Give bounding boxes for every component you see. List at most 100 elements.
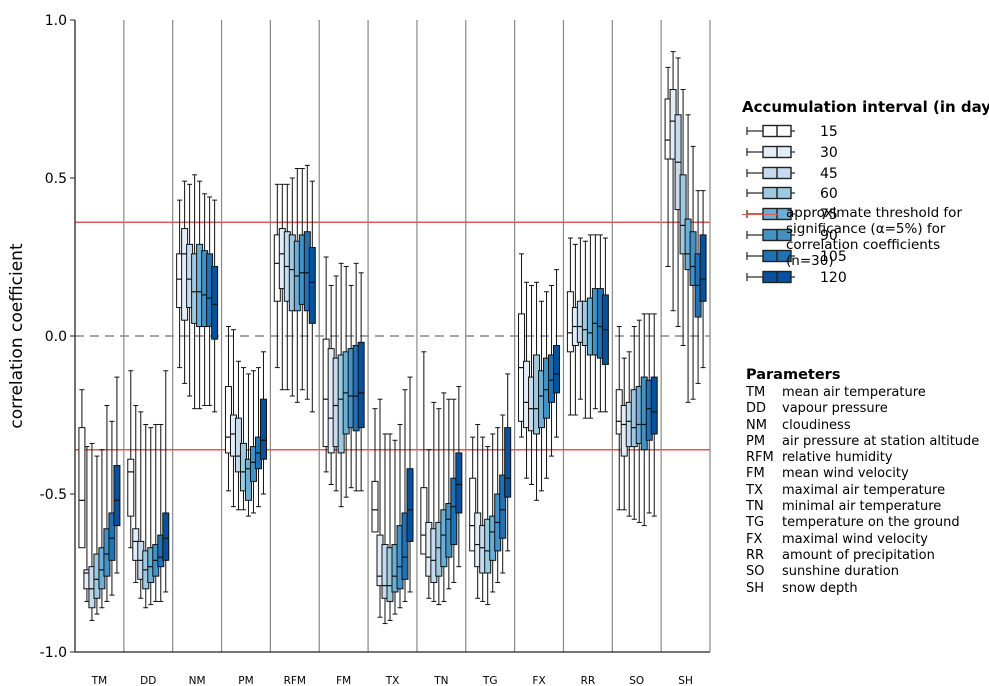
x-category-label: TG: [482, 675, 498, 686]
box-TX-120: [406, 468, 414, 542]
box-TX-15: [371, 480, 379, 533]
legend-item-label: 30: [820, 144, 838, 161]
box-TN-15: [420, 487, 428, 555]
parameter-description: temperature on the ground: [782, 515, 960, 531]
parameter-description: vapour pressure: [782, 401, 888, 417]
y-tick-label: 1.0: [45, 13, 67, 29]
parameter-code: TG: [746, 515, 765, 531]
legend-item: 105: [742, 247, 987, 268]
parameter-code: TM: [746, 385, 766, 400]
y-tick-label: 0.5: [45, 171, 67, 187]
parameter-row: TM mean air temperature: [746, 385, 989, 401]
parameter-description: sunshine duration: [782, 564, 899, 580]
parameter-description: amount of precipitation: [782, 547, 935, 563]
box-FX-120: [553, 344, 561, 394]
box-TM-105: [108, 512, 116, 561]
parameter-code: DD: [746, 401, 767, 417]
legend-title: Accumulation interval (in days): [742, 98, 989, 116]
parameter-description: mean wind velocity: [782, 466, 909, 482]
legend-item-label: 60: [820, 186, 838, 203]
parameter-row: RR amount of precipitation: [746, 548, 989, 564]
box-TX-105: [401, 512, 409, 580]
box-TN-120: [455, 452, 463, 514]
x-category-label: FM: [336, 675, 351, 686]
parameter-description: minimal air temperature: [782, 499, 942, 515]
threshold-legend-text: approximate threshold for significance (…: [786, 205, 962, 269]
parameter-description: mean air temperature: [782, 385, 926, 400]
legend-item: 30: [742, 143, 987, 164]
parameter-row: PM air pressure at station altitude: [746, 434, 989, 450]
box-NM-120: [211, 265, 219, 340]
x-category-label: SH: [678, 675, 693, 686]
legend-item: 15: [742, 122, 987, 143]
legend: Accumulation interval (in days) 15 30 45 60…: [742, 98, 989, 288]
parameter-code: PM: [746, 433, 766, 449]
parameter-code: FM: [746, 466, 765, 482]
legend-box-swatch: [746, 124, 795, 138]
box-SO-120: [650, 376, 658, 435]
x-category-label: NM: [189, 675, 206, 686]
y-tick-label: -1.0: [40, 645, 67, 661]
parameter-code: NM: [746, 417, 767, 433]
parameter-code: RR: [746, 547, 765, 563]
parameters-title: Parameters: [746, 367, 841, 383]
parameter-row: RFM relative humidity: [746, 450, 989, 466]
x-category-label: FX: [532, 675, 545, 686]
parameter-code: TX: [746, 482, 763, 498]
legend-item-label: 75: [820, 207, 838, 224]
y-axis-label: correlation coefficient: [7, 243, 27, 429]
box-SH-120: [699, 234, 707, 302]
parameters-legend: Parameters TM mean air temperature DD vapou…: [746, 367, 989, 597]
parameter-row: SH snow depth: [746, 581, 989, 597]
legend-box-swatch: [746, 187, 795, 200]
parameter-row: FM mean wind velocity: [746, 466, 989, 482]
legend-item: 90: [742, 226, 987, 247]
parameter-row: FX maximal wind velocity: [746, 532, 989, 548]
legend-box-swatch: [746, 228, 795, 242]
box-SH-60: [679, 174, 687, 255]
parameter-code: RFM: [746, 450, 774, 466]
legend-box-swatch: [746, 270, 795, 283]
parameter-description: snow depth: [782, 580, 858, 596]
x-category-label: PM: [238, 675, 253, 686]
threshold-legend-line: [742, 214, 778, 215]
legend-item-label: 15: [820, 124, 838, 140]
box-PM-120: [259, 398, 267, 460]
x-category-label: SO: [629, 675, 644, 686]
parameter-row: DD vapour pressure: [746, 401, 989, 417]
parameter-description: maximal air temperature: [782, 482, 946, 498]
parameter-row: NM cloudiness: [746, 418, 989, 434]
box-TM-120: [113, 465, 121, 527]
x-category-label: TM: [91, 675, 107, 686]
x-category-label: RR: [581, 675, 596, 686]
parameter-description: air pressure at station altitude: [782, 433, 980, 449]
x-category-label: TN: [433, 675, 448, 686]
box-TM-15: [78, 427, 86, 549]
legend-item: 45: [742, 164, 987, 185]
parameter-row: TX maximal air temperature: [746, 483, 989, 499]
parameter-row: TG temperature on the ground: [746, 515, 989, 531]
parameter-description: relative humidity: [782, 450, 893, 466]
parameter-code: SH: [746, 580, 765, 596]
box-RFM-120: [308, 247, 316, 324]
x-category-label: TX: [385, 675, 400, 686]
y-tick-label: 0.0: [45, 329, 67, 345]
legend-box-swatch: [746, 145, 795, 158]
parameter-code: SO: [746, 564, 765, 580]
parameter-code: TN: [746, 499, 764, 515]
box-FM-120: [357, 341, 365, 429]
legend-item-label: 120: [820, 269, 847, 286]
box-TG-120: [504, 427, 512, 498]
parameter-row: TN minimal air temperature: [746, 499, 989, 515]
legend-box-swatch: [746, 166, 795, 179]
box-plot-chart: 1.0 0.5 0.0 -0.5 -1.0 correlation coefficient…: [7, 13, 711, 686]
x-category-label: DD: [140, 675, 156, 686]
legend-item: 60: [742, 184, 987, 205]
legend-item-label: 90: [820, 227, 838, 244]
parameter-code: FX: [746, 531, 763, 547]
parameter-description: cloudiness: [782, 417, 851, 433]
y-tick-label: -0.5: [40, 487, 67, 503]
legend-box-swatch: [746, 249, 795, 262]
parameter-description: maximal wind velocity: [782, 531, 928, 547]
box-TG-105: [499, 474, 507, 539]
